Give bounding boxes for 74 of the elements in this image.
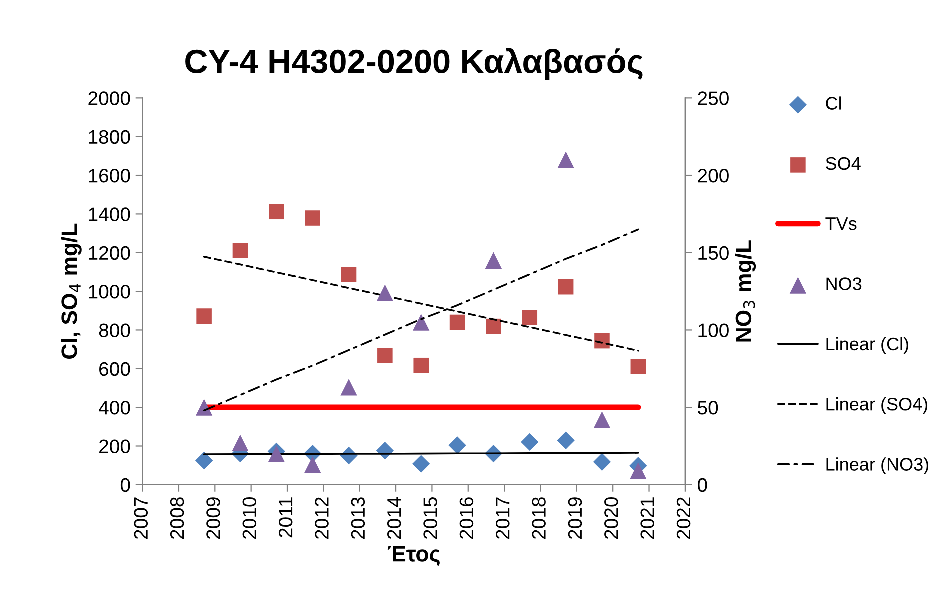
point (414, 358, 429, 374)
y-tick-label: 400 (99, 401, 130, 415)
point (232, 243, 248, 258)
point (305, 210, 320, 226)
point (485, 252, 502, 269)
point (195, 452, 214, 470)
y2-tick-label: 200 (698, 168, 729, 183)
x-tick-label: 2013 (351, 498, 366, 540)
y-tick-label: 800 (99, 324, 130, 338)
y-axis-title: Cl, SO$_{4}$ mg/L (61, 224, 82, 359)
y-tick-label: 1200 (89, 246, 130, 260)
x-tick-label: 2022 (676, 498, 691, 540)
x-tick-label: 2015 (424, 498, 438, 540)
point (413, 314, 430, 331)
chart-title: CY-4 H4302-0200 Καλαβασός (186, 48, 643, 80)
x-tick-label: 2009 (206, 498, 220, 540)
x-tick-label: 2008 (170, 498, 184, 540)
x-tick-label: 2021 (640, 498, 654, 540)
x-axis-title: Έτος (388, 546, 440, 566)
x-tick-label: 2017 (496, 498, 510, 540)
y-tick-label: 1800 (89, 130, 130, 144)
point (522, 310, 538, 326)
x-tick-label: 2010 (242, 497, 257, 540)
legend-label: TVs (826, 218, 857, 230)
point (378, 348, 393, 364)
point (341, 267, 357, 282)
y-tick-label: 1400 (89, 208, 130, 222)
y2-tick-label: 150 (698, 246, 729, 260)
x-tick-label: 2018 (532, 498, 546, 540)
point (450, 314, 466, 330)
point (558, 152, 574, 168)
legend-label: Linear (Cl) (826, 337, 908, 354)
point (486, 318, 502, 334)
point (412, 455, 430, 473)
point (232, 434, 249, 452)
point (558, 279, 574, 295)
y2-tick-label: 50 (698, 401, 718, 415)
x-tick-label: 2014 (387, 497, 402, 540)
point (557, 432, 575, 450)
legend-label: Linear (SO4) (826, 398, 928, 414)
y2-tick-label: 0 (698, 478, 708, 492)
x-tick-label: 2012 (315, 498, 329, 540)
point (304, 456, 322, 474)
legend-label: SO4 (826, 157, 861, 170)
y-tick-label: 2000 (88, 92, 130, 106)
y-tick-label: 0 (120, 478, 130, 492)
point (376, 284, 394, 302)
legend-label: Cl (826, 96, 842, 110)
y2-axis-title: NO$_{3}$ mg/L (735, 240, 756, 342)
point (269, 204, 284, 220)
y2-tick-label: 250 (698, 92, 729, 106)
point (448, 436, 466, 454)
point (594, 412, 611, 428)
x-tick-label: 2016 (460, 498, 474, 540)
y-tick-label: 200 (100, 440, 130, 454)
point (630, 359, 646, 374)
point (630, 462, 647, 480)
y-tick-label: 600 (100, 362, 130, 376)
point (196, 399, 213, 416)
point (594, 333, 610, 349)
point (340, 379, 358, 396)
y-tick-label: 1600 (89, 168, 130, 183)
legend-label: Linear (NO3) (826, 458, 929, 474)
x-tick-label: 2007 (134, 498, 148, 540)
x-tick-label: 2019 (568, 498, 582, 540)
point (268, 446, 285, 462)
y-tick-label: 1000 (89, 285, 130, 299)
y2-tick-label: 100 (698, 324, 729, 338)
point (521, 433, 539, 452)
x-tick-label: 2020 (604, 497, 618, 540)
point (196, 308, 212, 324)
point (593, 453, 612, 471)
x-tick-label: 2011 (278, 498, 293, 538)
legend-label: NO3 (826, 278, 862, 290)
